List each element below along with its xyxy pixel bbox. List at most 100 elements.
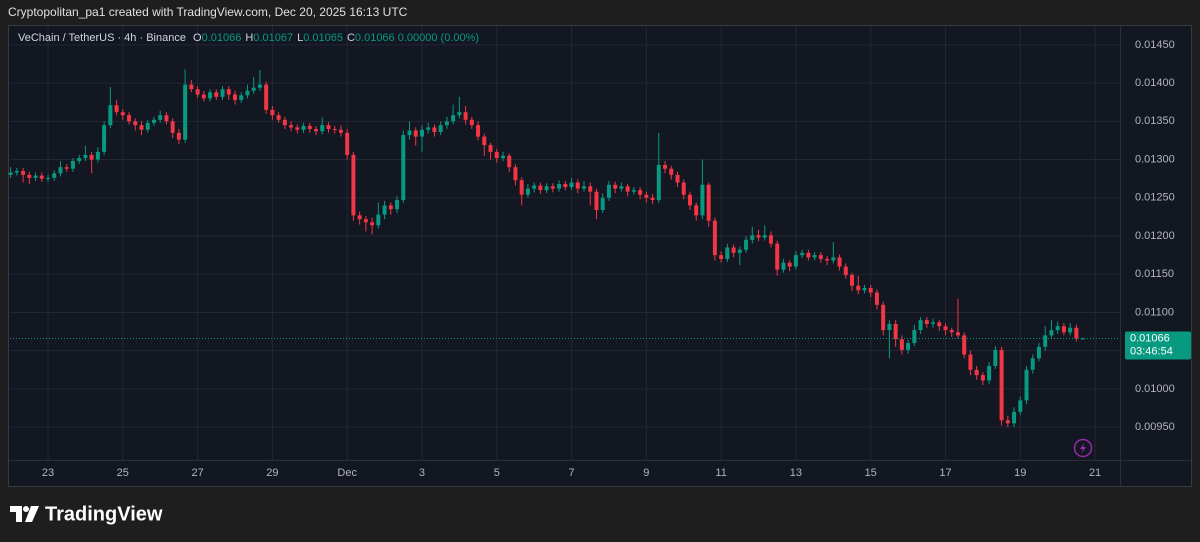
candle-body — [257, 84, 262, 88]
candle-body — [64, 167, 69, 169]
candle-body — [183, 84, 188, 140]
candle-body — [482, 136, 487, 146]
candle-body — [8, 172, 13, 175]
candle-body — [625, 186, 630, 192]
candle-body — [170, 121, 175, 133]
candle-body — [133, 121, 138, 126]
candle-body — [363, 219, 368, 223]
candle-body — [750, 235, 755, 240]
candle-body — [557, 184, 562, 189]
candle-body — [744, 239, 749, 250]
candle-body — [1074, 327, 1079, 339]
candle-body — [401, 135, 406, 201]
candle-body — [276, 115, 281, 120]
candle-body — [251, 87, 256, 91]
candle-body — [999, 349, 1004, 421]
candle-body — [232, 94, 237, 100]
candle-body — [575, 182, 580, 189]
ohlc-key: L — [297, 32, 304, 44]
candle-body — [856, 285, 861, 291]
candle-body — [1049, 330, 1054, 336]
candle-body — [507, 155, 512, 168]
candle-body — [600, 197, 605, 211]
candle-body — [569, 182, 574, 188]
candle-body — [700, 184, 705, 216]
candle-body — [438, 125, 443, 133]
x-tick-label: 21 — [1089, 467, 1101, 479]
candle-body — [307, 125, 312, 129]
y-tick-label: 0.01450 — [1135, 39, 1175, 51]
axes: 0.009500.010000.010500.011000.011500.012… — [10, 39, 1191, 479]
candle-body — [270, 109, 275, 116]
candle-body — [850, 274, 855, 286]
y-tick-label: 0.00950 — [1135, 421, 1175, 433]
candle-body — [588, 186, 593, 192]
y-tick-label: 0.01250 — [1135, 192, 1175, 204]
x-tick-label: 5 — [494, 467, 500, 479]
candle-body — [195, 89, 200, 95]
candle-body — [962, 335, 967, 355]
candle-body — [89, 154, 94, 160]
alert-icon — [1073, 438, 1093, 458]
ohlc-values: O0.01066 H0.01067 L0.01065 C0.01066 — [189, 32, 395, 44]
candle-body — [357, 215, 362, 220]
candle-body — [488, 145, 493, 152]
candle-body — [980, 375, 985, 381]
candle-body — [812, 255, 817, 258]
candle-body — [1043, 335, 1048, 347]
candle-body — [1055, 326, 1060, 331]
candle-body — [338, 129, 343, 133]
candle-body — [1068, 327, 1073, 333]
candle-body — [725, 247, 730, 259]
candle-body — [95, 151, 100, 160]
candle-body — [114, 105, 119, 113]
candle-body — [46, 177, 51, 179]
change: 0.00000 (0.00%) — [397, 32, 480, 44]
candle-body — [825, 258, 830, 261]
candle-body — [1018, 400, 1023, 412]
candle-body — [176, 132, 181, 140]
candle-body — [513, 167, 518, 181]
chart-pane — [8, 25, 1192, 487]
candle-body — [382, 205, 387, 215]
candle-body — [837, 257, 842, 267]
candle-body — [1080, 338, 1085, 340]
x-tick-label: 7 — [568, 467, 574, 479]
candle-body — [201, 94, 206, 99]
candle-body — [295, 127, 300, 130]
candle-body — [220, 89, 225, 97]
x-tick-label: 19 — [1014, 467, 1026, 479]
candle-body — [419, 129, 424, 137]
candle-body — [924, 320, 929, 324]
candle-body — [993, 349, 998, 366]
legend: VeChain / TetherUS · 4h · Binance O0.010… — [18, 32, 479, 44]
candle-body — [768, 235, 773, 244]
y-tick-label: 0.01350 — [1135, 115, 1175, 127]
candle-body — [582, 186, 587, 189]
candle-body — [650, 197, 655, 201]
candle-body — [887, 323, 892, 331]
candle-body — [1036, 346, 1041, 359]
brand: TradingView — [45, 503, 163, 525]
ohlc-value: 0.01066 — [354, 32, 395, 44]
candle-body — [619, 186, 624, 189]
candle-body — [669, 168, 674, 175]
candle-body — [332, 128, 337, 130]
candle-body — [638, 190, 643, 195]
candle-body — [151, 119, 156, 123]
x-tick-label: 13 — [790, 467, 802, 479]
candle-body — [550, 186, 555, 189]
candle-body — [675, 174, 680, 183]
candle-body — [1030, 358, 1035, 370]
x-tick-label: 3 — [419, 467, 425, 479]
candle-body — [33, 175, 38, 178]
candle-body — [899, 339, 904, 350]
candle-body — [868, 287, 873, 293]
candle-body — [613, 184, 618, 189]
candle-body — [27, 174, 32, 178]
ohlc-key: H — [245, 32, 254, 44]
candle-body — [282, 119, 287, 126]
candle-body — [77, 158, 82, 162]
candle-body — [731, 247, 736, 253]
